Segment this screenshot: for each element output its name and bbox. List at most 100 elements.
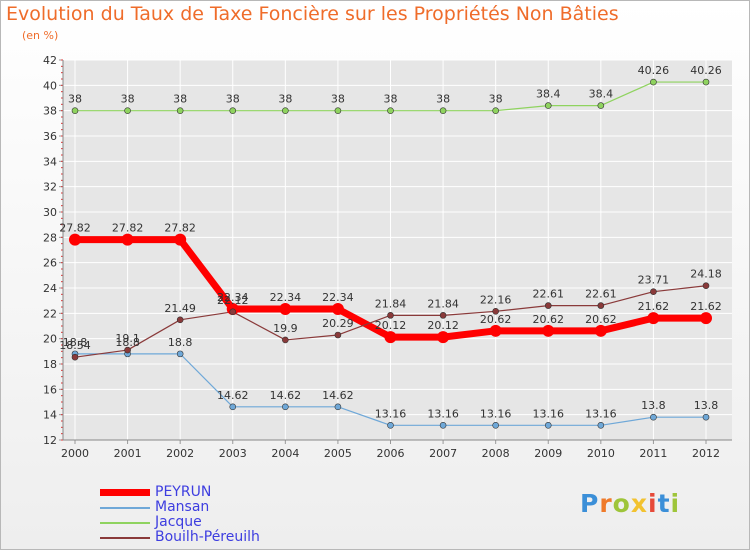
data-point <box>176 316 184 324</box>
y-tick-label: 12 <box>43 434 57 447</box>
data-point <box>700 312 712 325</box>
data-point <box>71 107 79 114</box>
data-label: 38 <box>226 93 240 106</box>
data-point <box>121 233 134 246</box>
data-label: 13.16 <box>480 407 512 420</box>
data-point <box>71 353 79 361</box>
data-label: 40.26 <box>638 64 670 77</box>
y-tick-label: 42 <box>43 54 57 67</box>
data-label: 13.8 <box>641 399 666 412</box>
data-label: 18.8 <box>63 336 88 349</box>
data-label: 20.29 <box>322 317 354 330</box>
legend: PEYRUN Mansan Jacque Bouilh-Péreuilh <box>100 485 340 545</box>
legend-label: Mansan <box>155 499 210 515</box>
y-tick-label: 22 <box>43 307 57 320</box>
data-label: 13.16 <box>585 407 617 420</box>
data-label: 22.16 <box>480 293 512 306</box>
data-label: 27.82 <box>59 222 91 235</box>
data-point <box>282 107 289 114</box>
data-label: 38 <box>331 93 345 106</box>
data-point <box>176 107 184 114</box>
data-label: 13.8 <box>694 399 719 412</box>
y-tick-label: 28 <box>43 231 57 244</box>
x-tick-label: 2007 <box>429 447 457 460</box>
data-point <box>437 331 450 344</box>
plot-area <box>63 60 732 440</box>
logo-letter: i <box>648 489 658 518</box>
data-label: 14.62 <box>217 389 249 402</box>
data-label: 21.84 <box>427 297 459 310</box>
data-label: 23.71 <box>638 274 670 287</box>
data-label: 20.12 <box>375 319 407 332</box>
data-point <box>384 331 397 344</box>
data-point <box>702 282 710 290</box>
data-point <box>597 422 605 429</box>
data-point <box>544 422 552 429</box>
data-label: 14.62 <box>322 389 354 402</box>
data-label: 38.4 <box>589 88 614 101</box>
data-point <box>492 107 499 114</box>
data-point <box>439 107 447 114</box>
x-tick-label: 2003 <box>219 447 247 460</box>
legend-item-mansan: Mansan <box>100 500 340 515</box>
data-label: 20.62 <box>533 313 565 326</box>
data-point <box>176 350 184 358</box>
data-point <box>594 324 607 337</box>
data-label: 21.62 <box>638 300 670 313</box>
y-tick-label: 16 <box>43 383 57 396</box>
legend-item-peyrun: PEYRUN <box>100 485 340 500</box>
data-label: 13.16 <box>375 407 407 420</box>
data-point <box>279 303 292 316</box>
x-tick-label: 2012 <box>692 447 720 460</box>
data-label: 22.12 <box>217 294 249 307</box>
y-tick-label: 36 <box>43 130 57 143</box>
data-point <box>331 303 344 316</box>
data-point <box>174 233 187 246</box>
y-tick-label: 18 <box>43 358 57 371</box>
data-label: 20.62 <box>585 313 617 326</box>
data-label: 38.4 <box>536 88 561 101</box>
data-point <box>492 422 499 429</box>
legend-label: PEYRUN <box>155 484 212 500</box>
legend-item-jacque: Jacque <box>100 515 340 530</box>
y-tick-label: 26 <box>43 257 57 270</box>
data-point <box>650 288 657 295</box>
data-label: 21.84 <box>375 297 407 310</box>
logo-letter: o <box>612 489 631 518</box>
data-point <box>124 107 131 114</box>
data-point <box>702 413 710 421</box>
data-point <box>282 336 289 344</box>
data-point <box>492 308 499 315</box>
logo-letter: x <box>630 489 648 518</box>
data-label: 38 <box>68 93 82 106</box>
data-label: 38 <box>436 93 450 106</box>
data-label: 13.16 <box>427 407 459 420</box>
data-label: 22.34 <box>217 291 249 304</box>
data-label: 38 <box>121 93 135 106</box>
data-point <box>229 403 237 411</box>
legend-swatch <box>100 522 150 524</box>
x-tick-label: 2009 <box>534 447 562 460</box>
x-tick-label: 2011 <box>639 447 667 460</box>
data-label: 18.8 <box>168 336 193 349</box>
logo-letter: P <box>580 489 600 518</box>
data-point <box>229 308 237 316</box>
data-label: 38 <box>278 93 292 106</box>
data-label: 38 <box>489 93 503 106</box>
chart-title: Evolution du Taux de Taxe Foncière sur l… <box>6 3 619 25</box>
data-point <box>650 78 657 86</box>
y-tick-label: 30 <box>43 206 57 219</box>
x-tick-label: 2005 <box>324 447 352 460</box>
data-point <box>544 102 552 109</box>
y-tick-label: 20 <box>43 333 57 346</box>
x-tick-label: 2000 <box>61 447 89 460</box>
data-point <box>69 233 81 246</box>
data-point <box>702 78 710 86</box>
x-tick-label: 2002 <box>166 447 194 460</box>
data-point <box>124 346 131 354</box>
x-tick-label: 2006 <box>377 447 405 460</box>
x-tick-label: 2004 <box>271 447 299 460</box>
data-label: 13.16 <box>533 407 565 420</box>
data-point <box>542 324 555 337</box>
